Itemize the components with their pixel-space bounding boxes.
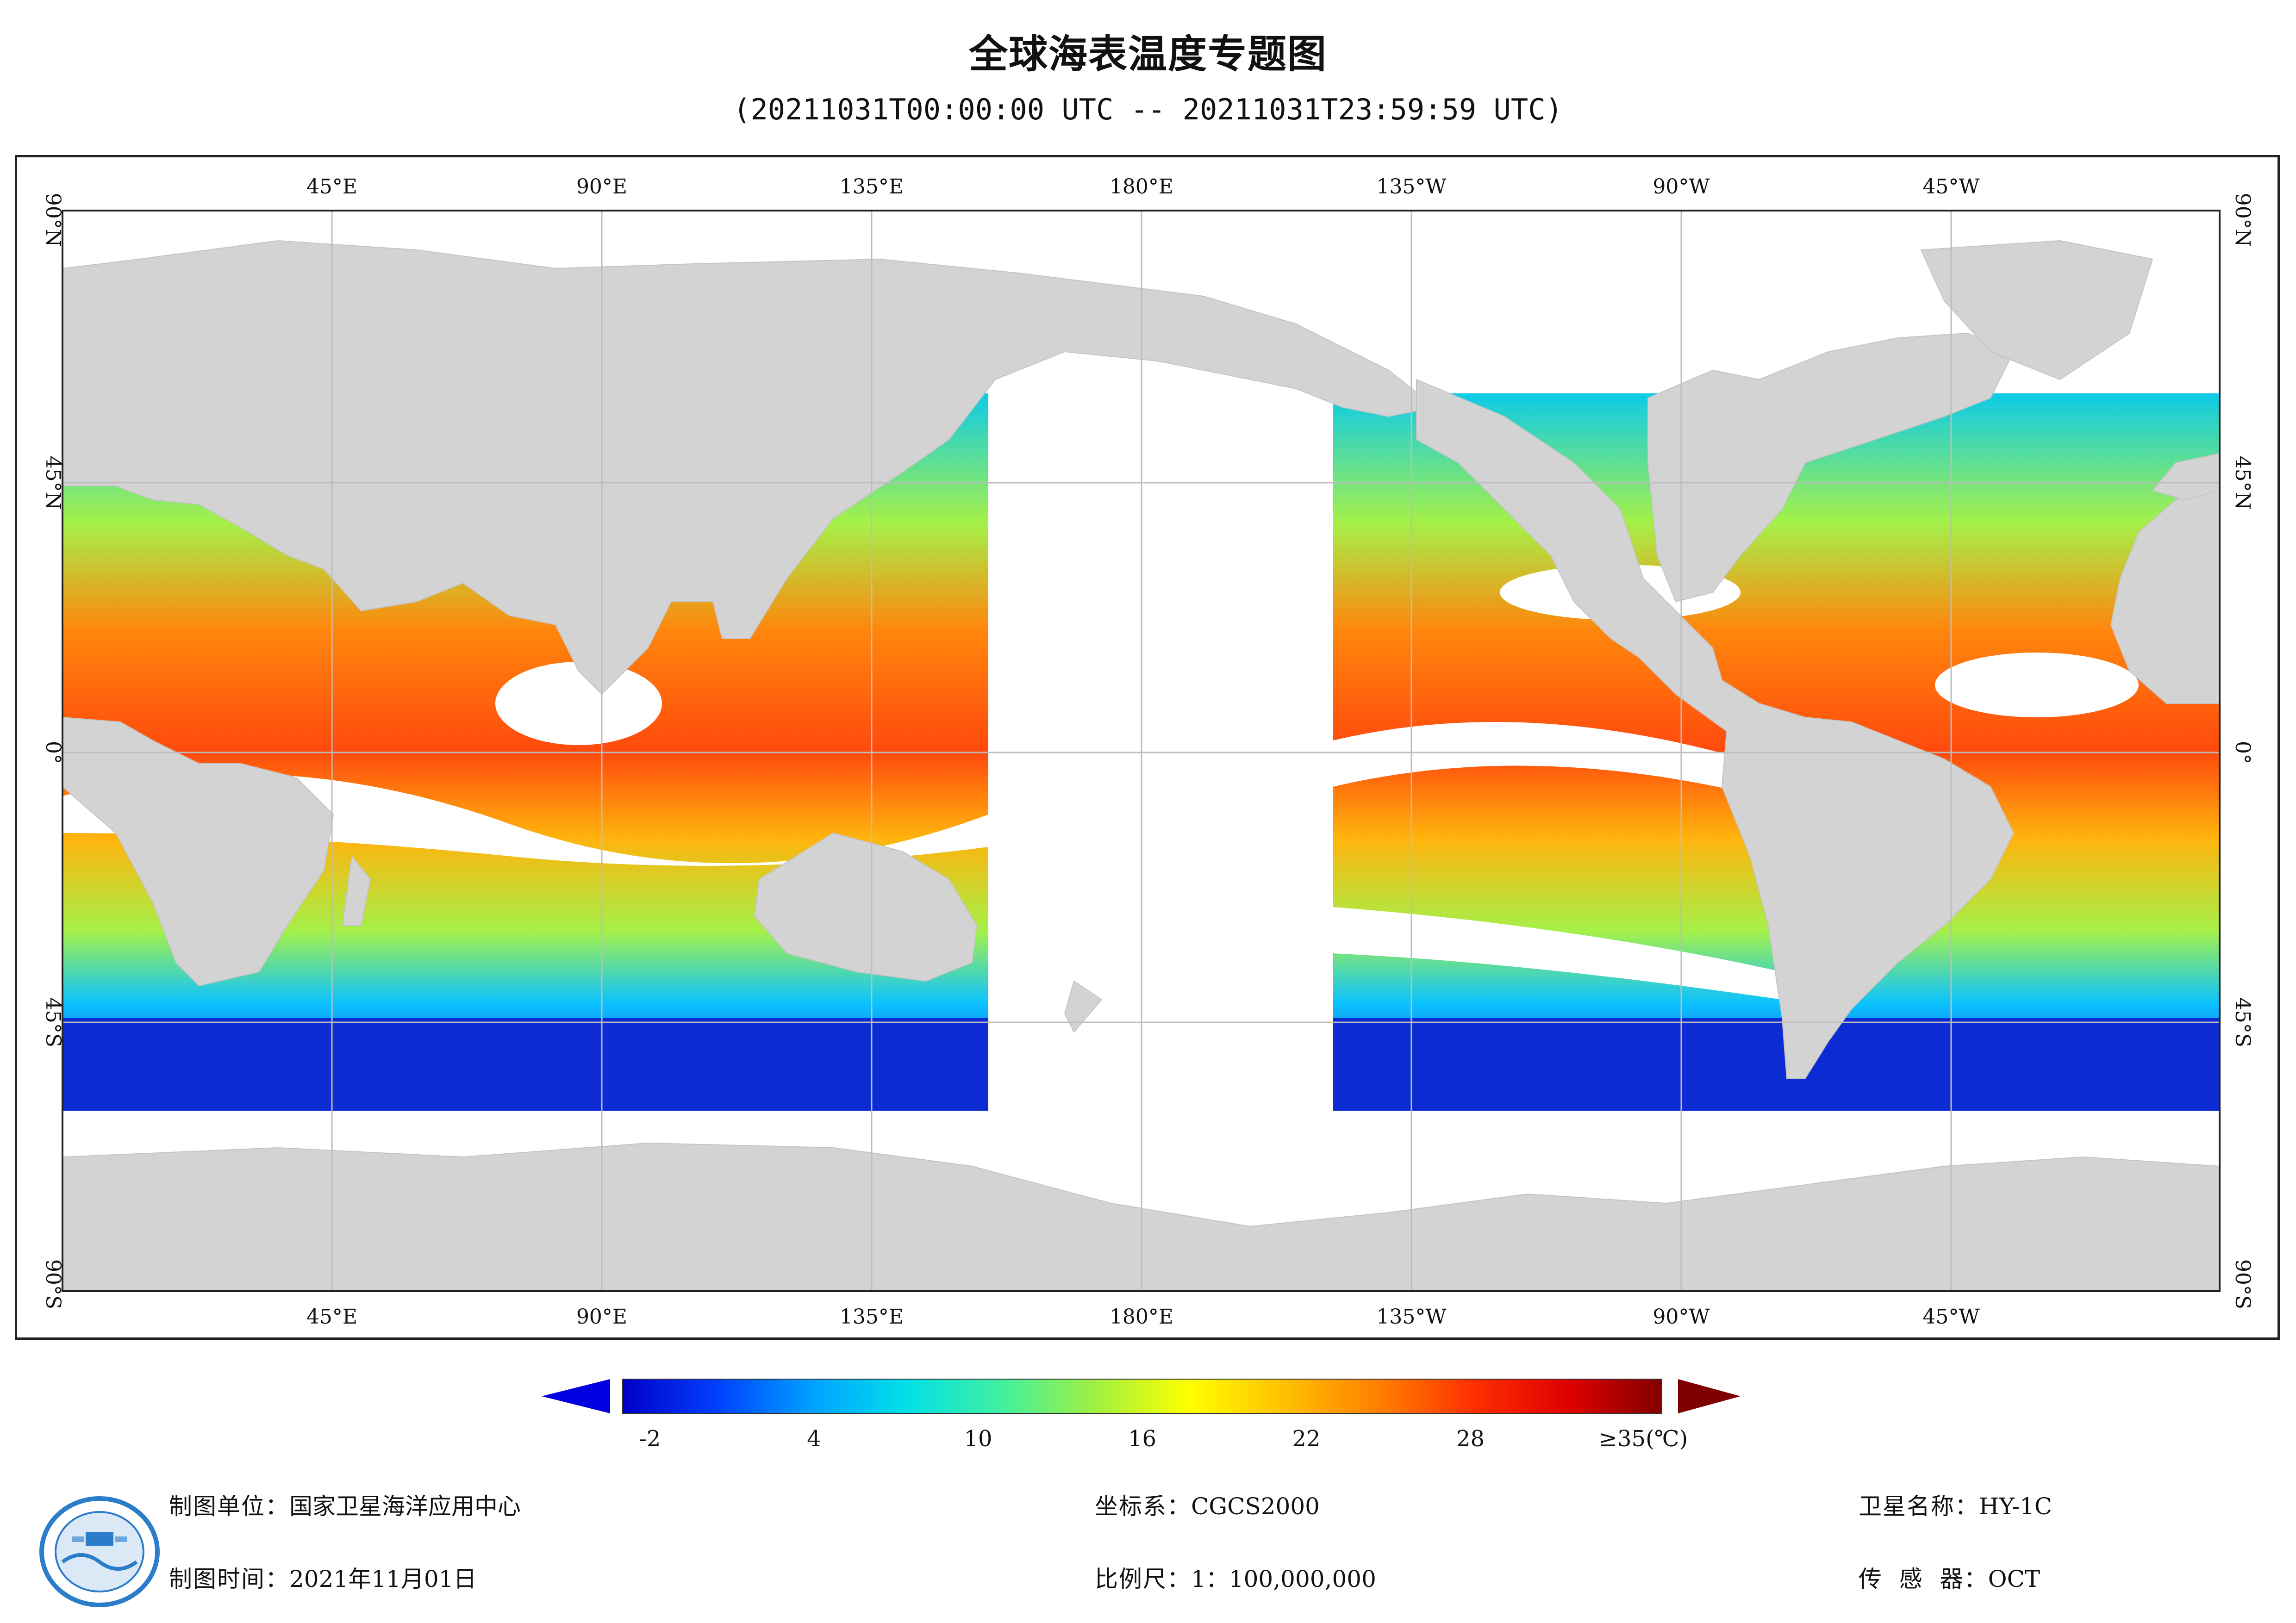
nsoas-logo-icon xyxy=(35,1492,169,1611)
sensor-value: OCT xyxy=(1988,1566,2040,1592)
map-neatline xyxy=(62,210,2221,1292)
date-label: 制图时间： xyxy=(169,1566,289,1592)
colorbar-over-arrow xyxy=(1678,1379,1741,1413)
org-line: 制图单位：国家卫星海洋应用中心 xyxy=(169,1488,521,1521)
map-title: 全球海表温度专题图 xyxy=(968,31,1327,77)
lat-label: 45°S xyxy=(41,997,65,1047)
lon-label: 45°W xyxy=(1922,1305,1980,1329)
satellite-line: 卫星名称：HY-1C xyxy=(1859,1488,2052,1521)
colorbar: -2 4 10 16 22 28 ≥35(℃) xyxy=(542,1379,1741,1452)
graticule xyxy=(62,211,2220,1291)
org-label: 制图单位： xyxy=(169,1493,289,1520)
bottom-lon-labels: 45°E 90°E 135°E 180°E 135°W 90°W 45°W xyxy=(306,1305,1980,1329)
lon-label: 135°W xyxy=(1376,175,1447,199)
satellite-value: HY-1C xyxy=(1979,1493,2053,1520)
lon-label: 180°E xyxy=(1110,1305,1173,1329)
lon-label: 45°E xyxy=(306,1305,357,1329)
date-line: 制图时间：2021年11月01日 xyxy=(169,1561,477,1594)
satellite-label: 卫星名称： xyxy=(1859,1493,1979,1520)
lon-label: 135°E xyxy=(840,175,904,199)
lat-label: 0° xyxy=(41,741,65,764)
right-lat-labels: 90°N 45°N 0° 45°S 90°S xyxy=(2231,193,2254,1309)
colorbar-tick-label: -2 xyxy=(639,1426,661,1452)
crs-label: 坐标系： xyxy=(1095,1493,1191,1520)
lat-label: 45°N xyxy=(2231,456,2254,510)
colorbar-tick-label: 22 xyxy=(1292,1426,1320,1452)
lon-label: 135°E xyxy=(840,1305,904,1329)
lon-label: 90°W xyxy=(1653,1305,1710,1329)
org-value: 国家卫星海洋应用中心 xyxy=(289,1493,521,1520)
top-lon-labels: 45°E 90°E 135°E 180°E 135°W 90°W 45°W xyxy=(306,175,1980,199)
time-range-subtitle: (20211031T00:00:00 UTC -- 20211031T23:59… xyxy=(733,93,1563,126)
scale-value: 1：100,000,000 xyxy=(1191,1566,1376,1592)
lon-label: 90°E xyxy=(576,175,627,199)
scale-line: 比例尺：1：100,000,000 xyxy=(1095,1561,1376,1594)
map-frame xyxy=(15,155,2280,1340)
colorbar-tick-label: 28 xyxy=(1456,1426,1485,1452)
colorbar-tick-label: 16 xyxy=(1128,1426,1156,1452)
lat-label: 90°S xyxy=(2231,1259,2254,1309)
lon-label: 135°W xyxy=(1376,1305,1447,1329)
colorbar-tick-label: 10 xyxy=(964,1426,992,1452)
lon-label: 90°W xyxy=(1653,175,1710,199)
colorbar-tick-label: ≥35(℃) xyxy=(1599,1426,1688,1452)
lat-label: 90°N xyxy=(41,193,65,247)
lat-label: 90°N xyxy=(2231,193,2254,247)
map-canvas xyxy=(62,211,2220,1291)
lon-label: 45°E xyxy=(306,175,357,199)
left-lat-labels: 90°N 45°N 0° 45°S 90°S xyxy=(41,193,65,1309)
crs-value: CGCS2000 xyxy=(1191,1493,1320,1520)
lat-label: 0° xyxy=(2231,741,2254,764)
lat-label: 45°S xyxy=(2231,997,2254,1047)
date-value: 2021年11月01日 xyxy=(289,1566,477,1592)
lat-label: 90°S xyxy=(41,1259,65,1309)
sensor-label: 传 感 器： xyxy=(1859,1566,1988,1592)
sensor-line: 传 感 器：OCT xyxy=(1859,1561,2040,1594)
lon-label: 90°E xyxy=(576,1305,627,1329)
colorbar-under-arrow xyxy=(542,1379,610,1413)
lon-label: 45°W xyxy=(1922,175,1980,199)
colorbar-tick-label: 4 xyxy=(807,1426,821,1452)
lat-label: 45°N xyxy=(41,456,65,510)
colorbar-ramp xyxy=(622,1379,1662,1414)
lon-label: 180°E xyxy=(1110,175,1173,199)
scale-label: 比例尺： xyxy=(1095,1566,1191,1592)
crs-line: 坐标系：CGCS2000 xyxy=(1095,1488,1320,1521)
